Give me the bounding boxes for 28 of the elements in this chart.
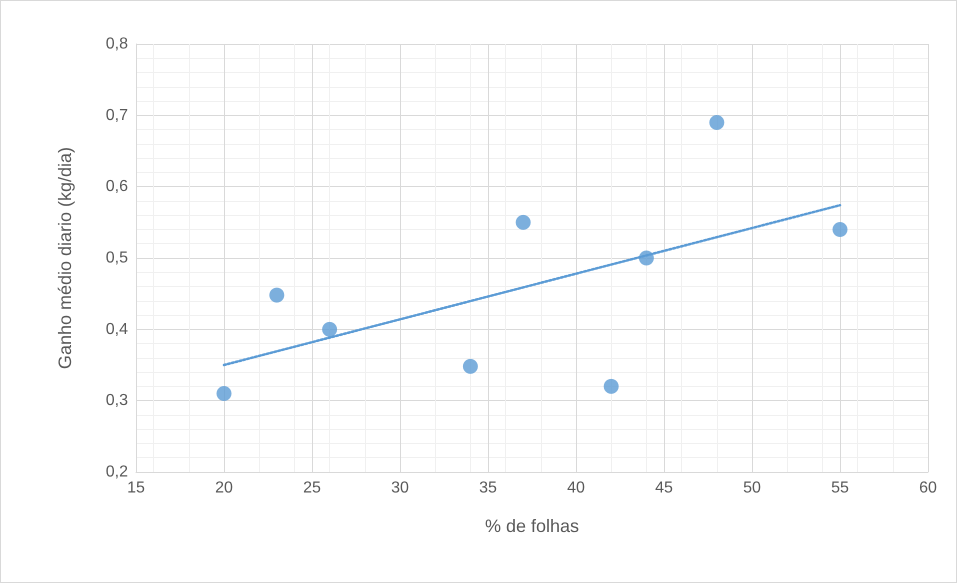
x-tick-label: 30 — [391, 480, 409, 496]
y-tick-label: 0,6 — [106, 178, 128, 196]
x-tick-label: 15 — [127, 480, 145, 496]
point — [269, 288, 284, 303]
x-tick-label: 55 — [831, 480, 849, 496]
y-tick-label: 0,7 — [106, 106, 128, 124]
x-tick-label: 40 — [567, 480, 585, 496]
y-tick-label: 0,5 — [106, 250, 128, 266]
point — [638, 250, 654, 266]
point — [832, 222, 848, 237]
x-tick-label: 60 — [919, 480, 937, 496]
x-tick-label: 45 — [655, 480, 673, 496]
y-tick-label: 0,8 — [106, 36, 128, 52]
x-tick-label: 50 — [743, 480, 761, 496]
x-tick-label: 20 — [215, 480, 233, 496]
x-axis-title: % de folhas — [484, 516, 580, 536]
point — [322, 322, 338, 337]
point — [709, 114, 724, 130]
y-tick-label: 0,3 — [106, 392, 128, 410]
y-axis-title: Ganho médio diario (kg/dia) — [55, 146, 75, 370]
x-tick-label: 25 — [303, 480, 321, 496]
point — [216, 386, 232, 402]
point — [516, 214, 531, 230]
point — [604, 378, 619, 394]
y-tick-label: 0,4 — [106, 320, 128, 338]
x-tick-label: 35 — [479, 480, 497, 496]
y-tick-label: 0,2 — [106, 464, 128, 480]
point — [462, 358, 478, 374]
